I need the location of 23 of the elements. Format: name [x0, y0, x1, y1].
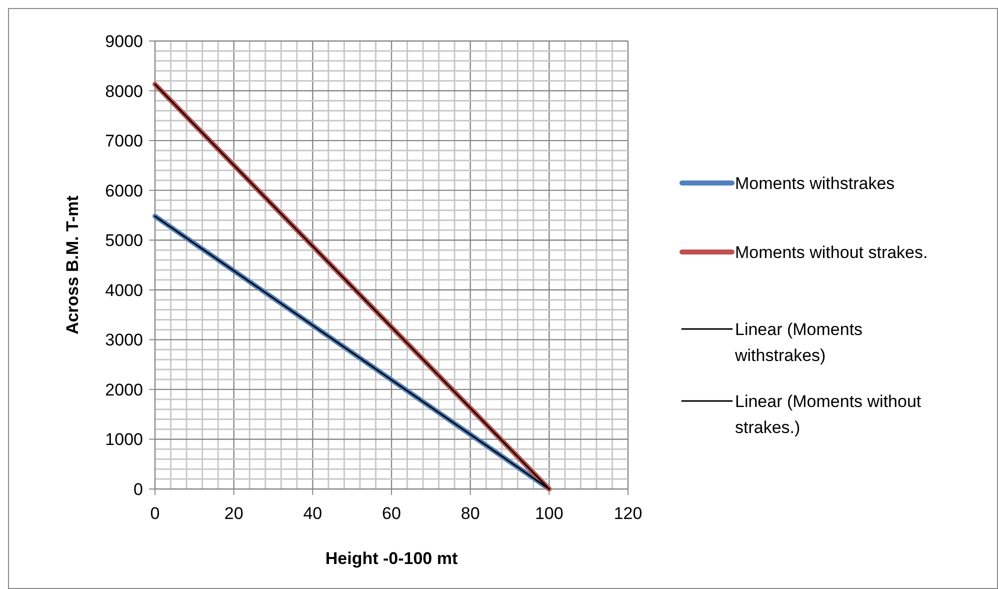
- legend-label: Linear (Moments without strakes.): [735, 392, 922, 437]
- y-tick-label: 4000: [105, 280, 143, 300]
- x-tick-label: 20: [224, 504, 244, 523]
- legend-label: Linear (Moments withstrakes): [734, 320, 863, 365]
- x-tick-label: 0: [150, 504, 160, 523]
- x-tick-label: 40: [303, 504, 322, 523]
- y-tick-label: 5000: [105, 231, 143, 250]
- y-tick-label: 8000: [105, 82, 143, 101]
- x-tick-label: 120: [614, 504, 642, 523]
- y-axis-title: Across B.M. T-mt: [63, 195, 82, 334]
- x-tick-label: 80: [460, 504, 480, 523]
- y-tick-label: 9000: [105, 32, 143, 51]
- y-tick-label: 0: [134, 480, 143, 499]
- x-tick-label: 100: [534, 504, 564, 523]
- y-tick-label: 6000: [105, 181, 143, 200]
- y-tick-label: 2000: [105, 380, 143, 400]
- y-tick-label: 1000: [105, 430, 143, 450]
- x-tick-label: 60: [382, 504, 401, 523]
- y-tick-label: 3000: [105, 330, 143, 350]
- x-axis-title: Height -0-100 mt: [325, 549, 458, 568]
- y-tick-label: 7000: [105, 132, 143, 151]
- legend-label: Moments without strakes.: [735, 243, 928, 262]
- legend-label: Moments withstrakes: [735, 174, 895, 193]
